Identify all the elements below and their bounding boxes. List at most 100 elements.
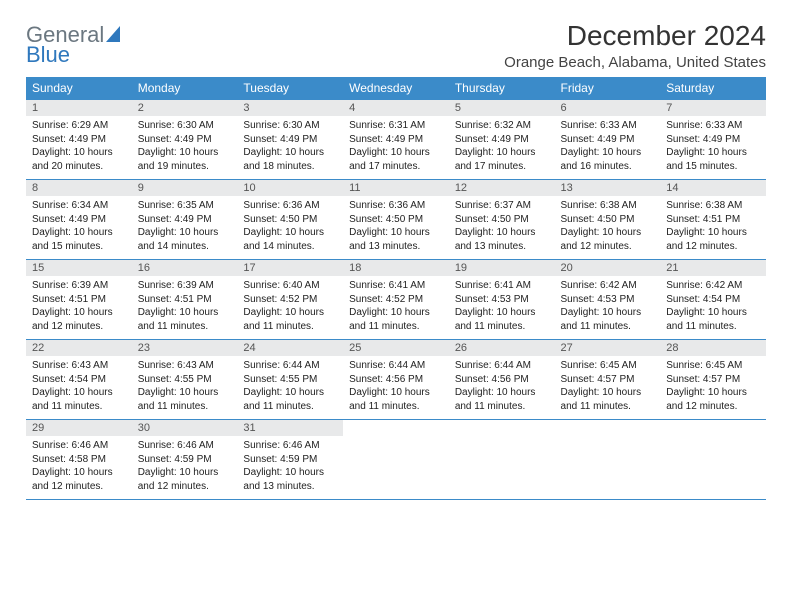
day-content: Sunrise: 6:39 AMSunset: 4:51 PMDaylight:…: [26, 276, 132, 339]
day-content: Sunrise: 6:32 AMSunset: 4:49 PMDaylight:…: [449, 116, 555, 179]
day-number: 23: [132, 340, 238, 356]
day-number: 3: [237, 100, 343, 116]
sunrise-text: Sunrise: 6:41 AM: [349, 279, 443, 293]
page-header: General December 2024 Orange Beach, Alab…: [26, 20, 766, 71]
sunset-text: Sunset: 4:50 PM: [561, 213, 655, 227]
sunset-text: Sunset: 4:49 PM: [455, 133, 549, 147]
sunrise-text: Sunrise: 6:45 AM: [666, 359, 760, 373]
calendar-day-cell: 4Sunrise: 6:31 AMSunset: 4:49 PMDaylight…: [343, 100, 449, 180]
weekday-header: Tuesday: [237, 77, 343, 100]
day-content: Sunrise: 6:38 AMSunset: 4:50 PMDaylight:…: [555, 196, 661, 259]
day-number: 31: [237, 420, 343, 436]
daylight-text: Daylight: 10 hours and 15 minutes.: [32, 226, 126, 253]
calendar-day-cell: 8Sunrise: 6:34 AMSunset: 4:49 PMDaylight…: [26, 180, 132, 260]
daylight-text: Daylight: 10 hours and 15 minutes.: [666, 146, 760, 173]
day-content: Sunrise: 6:44 AMSunset: 4:56 PMDaylight:…: [343, 356, 449, 419]
daylight-text: Daylight: 10 hours and 11 minutes.: [666, 306, 760, 333]
day-number: 21: [660, 260, 766, 276]
day-content: Sunrise: 6:31 AMSunset: 4:49 PMDaylight:…: [343, 116, 449, 179]
day-number: 5: [449, 100, 555, 116]
weekday-header: Monday: [132, 77, 238, 100]
sunrise-text: Sunrise: 6:40 AM: [243, 279, 337, 293]
day-number: 28: [660, 340, 766, 356]
sunset-text: Sunset: 4:50 PM: [455, 213, 549, 227]
daylight-text: Daylight: 10 hours and 12 minutes.: [561, 226, 655, 253]
day-content: Sunrise: 6:43 AMSunset: 4:55 PMDaylight:…: [132, 356, 238, 419]
calendar-day-cell: 18Sunrise: 6:41 AMSunset: 4:52 PMDayligh…: [343, 260, 449, 340]
calendar-day-cell: 25Sunrise: 6:44 AMSunset: 4:56 PMDayligh…: [343, 340, 449, 420]
sunrise-text: Sunrise: 6:44 AM: [243, 359, 337, 373]
sunset-text: Sunset: 4:57 PM: [666, 373, 760, 387]
day-number: 13: [555, 180, 661, 196]
day-number: 8: [26, 180, 132, 196]
daylight-text: Daylight: 10 hours and 11 minutes.: [455, 306, 549, 333]
calendar-day-cell: [449, 420, 555, 500]
sunset-text: Sunset: 4:58 PM: [32, 453, 126, 467]
day-content: Sunrise: 6:38 AMSunset: 4:51 PMDaylight:…: [660, 196, 766, 259]
calendar-day-cell: 5Sunrise: 6:32 AMSunset: 4:49 PMDaylight…: [449, 100, 555, 180]
sunrise-text: Sunrise: 6:36 AM: [243, 199, 337, 213]
sunrise-text: Sunrise: 6:43 AM: [138, 359, 232, 373]
day-number: 22: [26, 340, 132, 356]
page-title: December 2024: [504, 20, 766, 52]
day-number: 18: [343, 260, 449, 276]
daylight-text: Daylight: 10 hours and 20 minutes.: [32, 146, 126, 173]
sunrise-text: Sunrise: 6:30 AM: [138, 119, 232, 133]
daylight-text: Daylight: 10 hours and 19 minutes.: [138, 146, 232, 173]
calendar-day-cell: 16Sunrise: 6:39 AMSunset: 4:51 PMDayligh…: [132, 260, 238, 340]
calendar-day-cell: 15Sunrise: 6:39 AMSunset: 4:51 PMDayligh…: [26, 260, 132, 340]
weekday-header: Saturday: [660, 77, 766, 100]
daylight-text: Daylight: 10 hours and 17 minutes.: [455, 146, 549, 173]
calendar-day-cell: 13Sunrise: 6:38 AMSunset: 4:50 PMDayligh…: [555, 180, 661, 260]
day-number: 30: [132, 420, 238, 436]
daylight-text: Daylight: 10 hours and 12 minutes.: [32, 466, 126, 493]
sunrise-text: Sunrise: 6:29 AM: [32, 119, 126, 133]
daylight-text: Daylight: 10 hours and 11 minutes.: [138, 306, 232, 333]
sunrise-text: Sunrise: 6:36 AM: [349, 199, 443, 213]
logo-text-2: Blue: [26, 42, 70, 68]
day-content: Sunrise: 6:39 AMSunset: 4:51 PMDaylight:…: [132, 276, 238, 339]
calendar-day-cell: 11Sunrise: 6:36 AMSunset: 4:50 PMDayligh…: [343, 180, 449, 260]
calendar-body: 1Sunrise: 6:29 AMSunset: 4:49 PMDaylight…: [26, 100, 766, 500]
day-content: Sunrise: 6:33 AMSunset: 4:49 PMDaylight:…: [660, 116, 766, 179]
daylight-text: Daylight: 10 hours and 13 minutes.: [349, 226, 443, 253]
sunset-text: Sunset: 4:49 PM: [138, 133, 232, 147]
calendar-day-cell: 28Sunrise: 6:45 AMSunset: 4:57 PMDayligh…: [660, 340, 766, 420]
calendar-day-cell: 3Sunrise: 6:30 AMSunset: 4:49 PMDaylight…: [237, 100, 343, 180]
day-number: 19: [449, 260, 555, 276]
calendar-week-row: 1Sunrise: 6:29 AMSunset: 4:49 PMDaylight…: [26, 100, 766, 180]
daylight-text: Daylight: 10 hours and 11 minutes.: [138, 386, 232, 413]
sunrise-text: Sunrise: 6:44 AM: [349, 359, 443, 373]
calendar-day-cell: 24Sunrise: 6:44 AMSunset: 4:55 PMDayligh…: [237, 340, 343, 420]
sunset-text: Sunset: 4:49 PM: [32, 213, 126, 227]
sunset-text: Sunset: 4:56 PM: [349, 373, 443, 387]
sunset-text: Sunset: 4:54 PM: [666, 293, 760, 307]
calendar-day-cell: 9Sunrise: 6:35 AMSunset: 4:49 PMDaylight…: [132, 180, 238, 260]
calendar-week-row: 8Sunrise: 6:34 AMSunset: 4:49 PMDaylight…: [26, 180, 766, 260]
calendar-day-cell: 29Sunrise: 6:46 AMSunset: 4:58 PMDayligh…: [26, 420, 132, 500]
calendar-week-row: 22Sunrise: 6:43 AMSunset: 4:54 PMDayligh…: [26, 340, 766, 420]
day-content: Sunrise: 6:43 AMSunset: 4:54 PMDaylight:…: [26, 356, 132, 419]
daylight-text: Daylight: 10 hours and 12 minutes.: [138, 466, 232, 493]
day-content: Sunrise: 6:41 AMSunset: 4:52 PMDaylight:…: [343, 276, 449, 339]
sunrise-text: Sunrise: 6:38 AM: [561, 199, 655, 213]
sunrise-text: Sunrise: 6:42 AM: [561, 279, 655, 293]
day-content: Sunrise: 6:45 AMSunset: 4:57 PMDaylight:…: [660, 356, 766, 419]
day-number: 20: [555, 260, 661, 276]
sunrise-text: Sunrise: 6:30 AM: [243, 119, 337, 133]
daylight-text: Daylight: 10 hours and 18 minutes.: [243, 146, 337, 173]
day-number: 14: [660, 180, 766, 196]
daylight-text: Daylight: 10 hours and 14 minutes.: [138, 226, 232, 253]
daylight-text: Daylight: 10 hours and 11 minutes.: [561, 386, 655, 413]
sunrise-text: Sunrise: 6:46 AM: [32, 439, 126, 453]
sunset-text: Sunset: 4:50 PM: [349, 213, 443, 227]
weekday-header: Sunday: [26, 77, 132, 100]
weekday-header-row: SundayMondayTuesdayWednesdayThursdayFrid…: [26, 77, 766, 100]
day-content: Sunrise: 6:34 AMSunset: 4:49 PMDaylight:…: [26, 196, 132, 259]
sunrise-text: Sunrise: 6:43 AM: [32, 359, 126, 373]
calendar-day-cell: 12Sunrise: 6:37 AMSunset: 4:50 PMDayligh…: [449, 180, 555, 260]
sunrise-text: Sunrise: 6:32 AM: [455, 119, 549, 133]
calendar-day-cell: 1Sunrise: 6:29 AMSunset: 4:49 PMDaylight…: [26, 100, 132, 180]
day-content: Sunrise: 6:46 AMSunset: 4:58 PMDaylight:…: [26, 436, 132, 499]
sunset-text: Sunset: 4:56 PM: [455, 373, 549, 387]
